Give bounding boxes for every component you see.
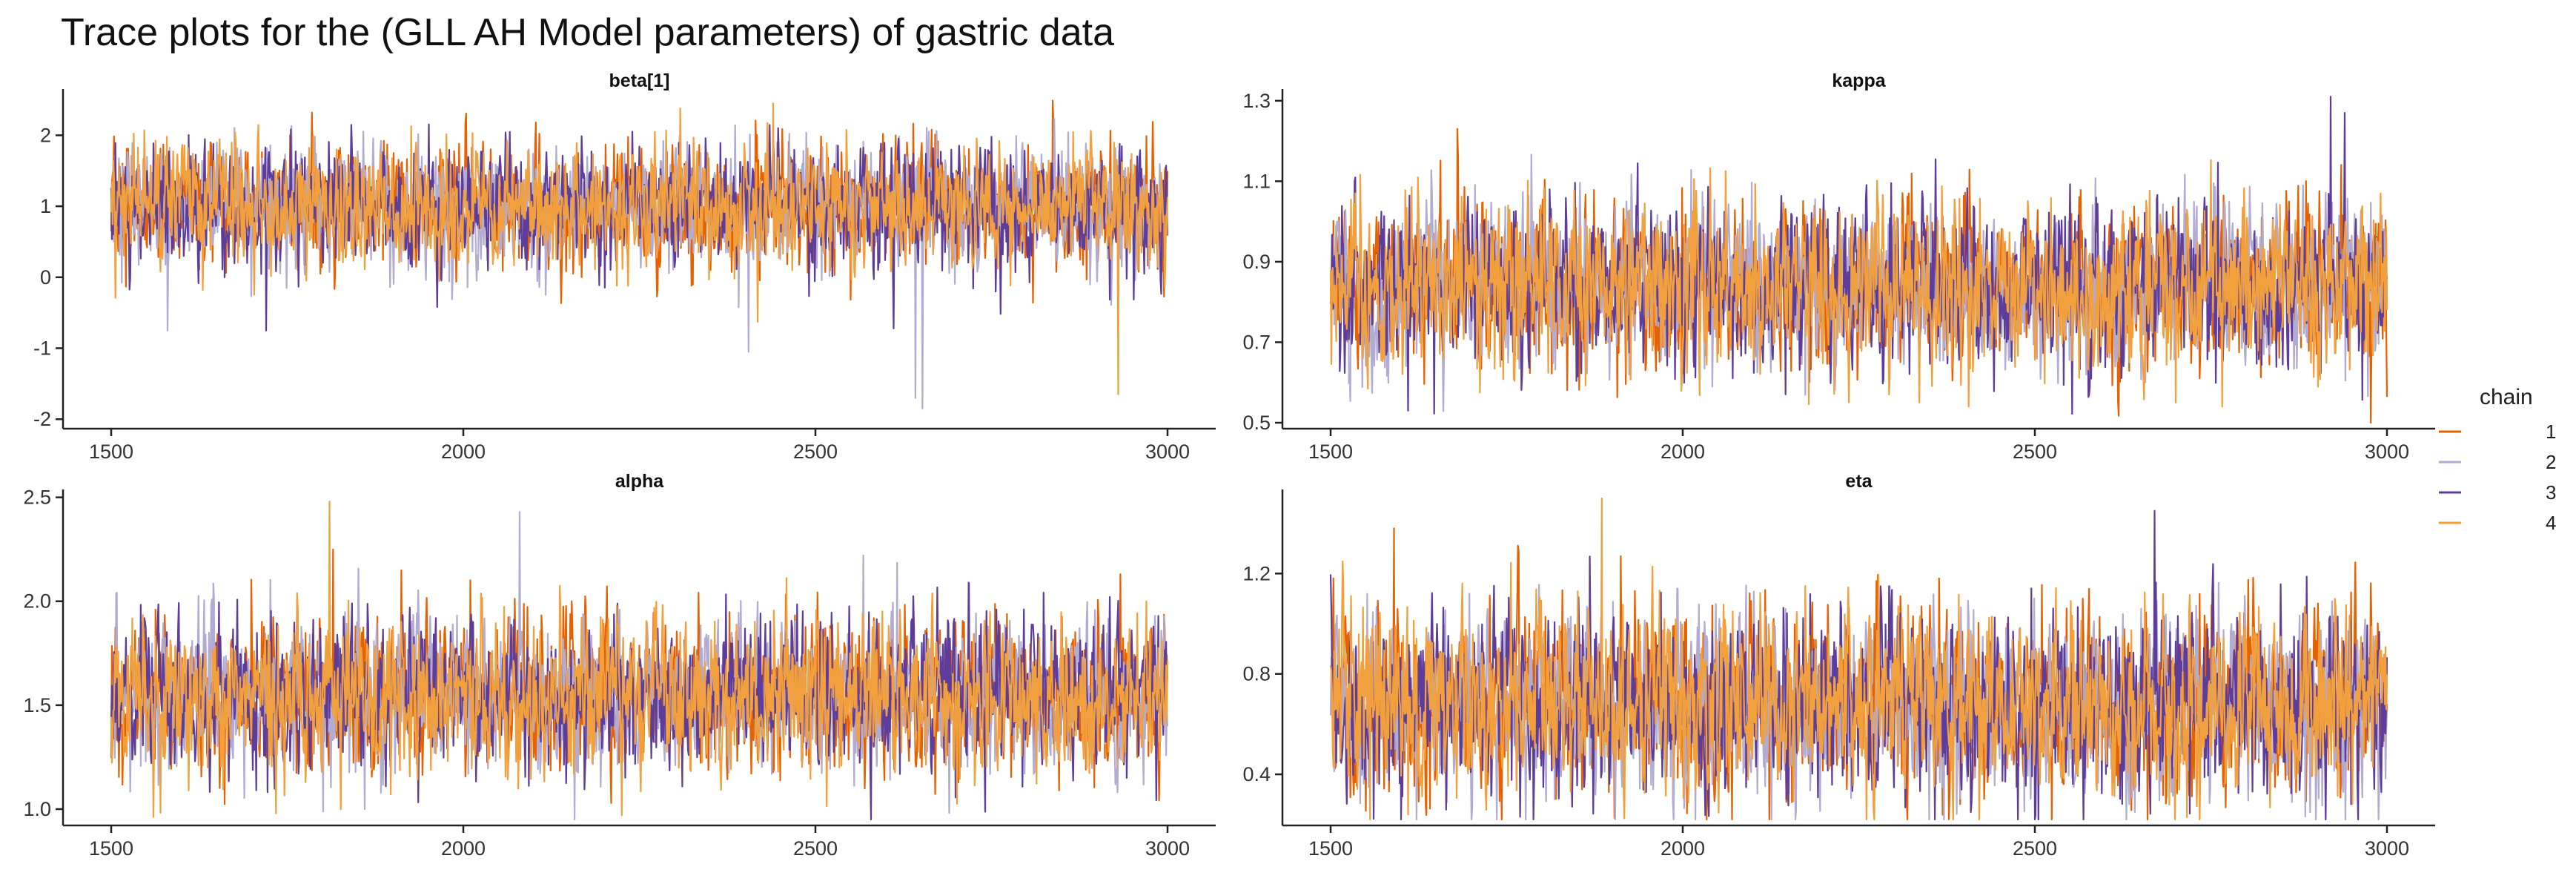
y-tick-label: 2.5 (23, 487, 51, 509)
legend-label-chain-3: 3 (2546, 481, 2556, 504)
legend-label-chain-4: 4 (2546, 512, 2556, 534)
y-tick-label: 1.3 (1242, 90, 1271, 112)
panel-title: beta[1] (609, 70, 670, 91)
x-tick-label: 3000 (2365, 441, 2409, 463)
panel-title: eta (1845, 471, 1873, 492)
x-tick-label: 3000 (1145, 837, 1190, 860)
y-tick-label: 1.5 (23, 694, 51, 716)
trace-panel-alpha: alpha 1.0 1.5 2.0 2.5 1500 2000 2500 3000 (23, 471, 1216, 860)
x-tick-label: 1500 (89, 441, 133, 463)
x-tick-label: 2500 (2013, 837, 2057, 860)
x-tick-label: 2000 (441, 441, 486, 463)
x-tick-label: 2000 (441, 837, 486, 860)
y-tick-label: 0.5 (1242, 412, 1271, 434)
x-tick-label: 3000 (2365, 837, 2409, 860)
y-tick-label: -2 (33, 408, 51, 430)
legend-title: chain (2480, 385, 2533, 409)
trace-panel-eta: eta 0.4 0.8 1.2 1500 2000 2500 3000 (1242, 471, 2435, 860)
trace-panel-beta-1-: beta[1] -2 -1 0 1 2 1500 2000 2500 3000 (33, 70, 1216, 463)
panel-title: alpha (615, 471, 664, 492)
y-tick-label: 1.2 (1242, 562, 1271, 584)
trace-line-chain-4 (110, 102, 1169, 395)
y-tick-label: 0 (40, 266, 51, 288)
y-tick-label: 0.8 (1242, 663, 1271, 685)
panel-title: kappa (1832, 70, 1886, 91)
trace-line-chain-4 (110, 501, 1169, 818)
x-tick-label: 1500 (1308, 441, 1353, 463)
x-tick-label: 2000 (1661, 441, 1705, 463)
chain-legend: chain 1 2 3 4 (2439, 385, 2556, 534)
trace-line-chain-4 (1329, 497, 2388, 821)
x-tick-label: 1500 (89, 837, 133, 860)
figure-title: Trace plots for the (GLL AH Model parame… (61, 11, 1114, 54)
y-tick-label: -1 (33, 337, 51, 360)
y-tick-label: 2.0 (23, 590, 51, 613)
y-tick-label: 1.0 (23, 798, 51, 820)
y-tick-label: 0.4 (1242, 763, 1271, 785)
x-tick-label: 2500 (793, 441, 838, 463)
legend-label-chain-1: 1 (2546, 421, 2556, 443)
x-tick-label: 3000 (1145, 441, 1190, 463)
x-tick-label: 2500 (2013, 441, 2057, 463)
y-tick-label: 0.9 (1242, 251, 1271, 273)
x-tick-label: 1500 (1308, 837, 1353, 860)
trace-line-chain-4 (1329, 159, 2388, 408)
y-tick-label: 2 (40, 124, 51, 146)
x-tick-label: 2500 (793, 837, 838, 860)
x-tick-label: 2000 (1661, 837, 1705, 860)
y-tick-label: 0.7 (1242, 331, 1271, 353)
y-tick-label: 1.1 (1242, 170, 1271, 192)
trace-panel-kappa: kappa 0.5 0.7 0.9 1.1 1.3 1500 2000 2500 3000 (1242, 70, 2435, 463)
y-tick-label: 1 (40, 195, 51, 217)
legend-label-chain-2: 2 (2546, 451, 2556, 473)
